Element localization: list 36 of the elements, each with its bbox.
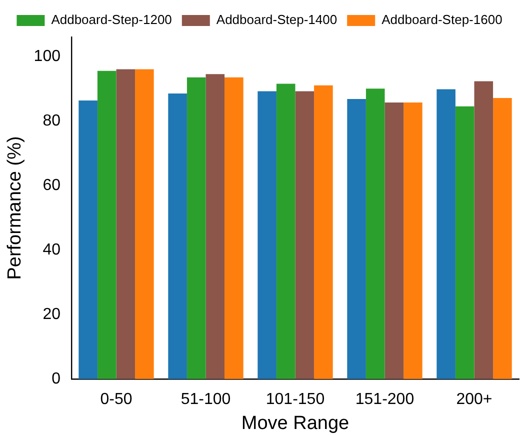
bar xyxy=(78,100,98,379)
bar xyxy=(224,77,244,379)
bar xyxy=(455,106,474,379)
x-tick-label: 0-50 xyxy=(100,391,132,408)
bar xyxy=(258,91,276,379)
bar xyxy=(168,93,187,379)
legend-label: Addboard-Step-1600 xyxy=(382,12,502,28)
bar xyxy=(404,102,422,379)
bar xyxy=(474,81,494,379)
legend-label: Addboard-Step-1400 xyxy=(216,12,338,28)
y-tick-label: 0 xyxy=(52,370,61,388)
bar xyxy=(276,84,296,379)
bar xyxy=(186,77,206,379)
y-tick-label: 100 xyxy=(34,48,61,65)
bar xyxy=(366,88,385,379)
bar xyxy=(206,74,225,379)
y-tick-label: 20 xyxy=(42,306,61,323)
x-tick-label: 200+ xyxy=(456,391,492,408)
legend-label: Addboard-Step-1200 xyxy=(51,12,172,28)
bar xyxy=(384,102,404,379)
y-tick-label: 60 xyxy=(42,176,61,194)
bar xyxy=(135,69,154,379)
x-tick-label: 51-100 xyxy=(180,391,231,408)
x-tick-label: 151-200 xyxy=(355,391,414,408)
bar xyxy=(314,85,333,379)
bar xyxy=(116,69,136,379)
bar xyxy=(347,98,366,379)
bar xyxy=(436,89,456,379)
bar xyxy=(97,70,116,379)
y-tick-label: 80 xyxy=(42,112,61,130)
bar xyxy=(493,98,512,379)
bar xyxy=(295,91,314,379)
x-axis-title: Move Range xyxy=(241,412,350,434)
y-tick-label: 40 xyxy=(42,241,61,258)
x-tick-label: 101-150 xyxy=(266,391,325,408)
y-axis-title: Performance (%) xyxy=(4,136,26,280)
